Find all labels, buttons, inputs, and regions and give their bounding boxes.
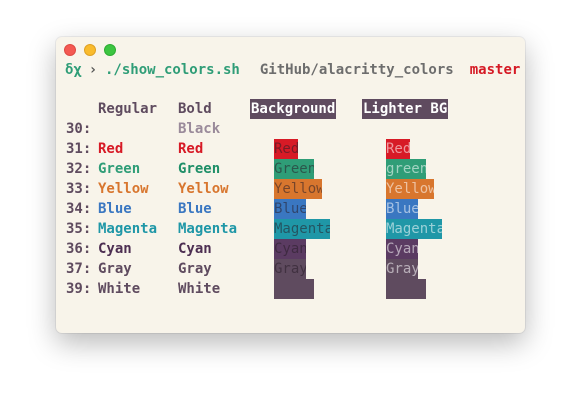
regular-sample: White bbox=[98, 281, 141, 297]
color-code: 36: bbox=[66, 241, 92, 257]
header-lighter-bg: Lighter BG bbox=[362, 99, 449, 119]
lighter-bg-swatch-label: Blue bbox=[386, 201, 418, 217]
background-swatch: Red bbox=[274, 139, 298, 159]
regular-sample: Green bbox=[98, 161, 141, 177]
lighter-bg-swatch: Gray bbox=[386, 259, 418, 279]
color-row: 32: Green Green Green green bbox=[56, 159, 525, 179]
regular-sample: Gray bbox=[98, 261, 132, 277]
lighter-bg-swatch-label: Yellow bbox=[386, 181, 434, 197]
color-code: 31: bbox=[66, 141, 92, 157]
lighter-bg-swatch bbox=[386, 279, 426, 299]
color-code: 35: bbox=[66, 221, 92, 237]
background-swatch: Green bbox=[274, 159, 314, 179]
background-swatch: Blue bbox=[274, 199, 306, 219]
background-swatch: Magenta bbox=[274, 219, 330, 239]
header-background: Background bbox=[250, 99, 337, 119]
bold-sample: Magenta bbox=[178, 221, 238, 237]
bold-sample: Cyan bbox=[178, 241, 212, 257]
background-swatch-label: Blue bbox=[274, 201, 306, 217]
lighter-bg-swatch: Cyan bbox=[386, 239, 418, 259]
color-code: 33: bbox=[66, 181, 92, 197]
regular-sample: Blue bbox=[98, 201, 132, 217]
maximize-window-button[interactable] bbox=[104, 44, 116, 56]
background-swatch: Gray bbox=[274, 259, 306, 279]
lighter-bg-swatch-label: Red bbox=[386, 141, 410, 157]
header-bold: Bold bbox=[178, 101, 212, 117]
bold-sample: Green bbox=[178, 161, 221, 177]
background-swatch-label: Yellow bbox=[274, 181, 322, 197]
regular-sample: Cyan bbox=[98, 241, 132, 257]
color-row: 34: Blue Blue Blue Blue bbox=[56, 199, 525, 219]
bold-sample: Gray bbox=[178, 261, 212, 277]
close-window-button[interactable] bbox=[64, 44, 76, 56]
color-row: 33: Yellow Yellow Yellow Yellow bbox=[56, 179, 525, 199]
background-swatch-label: Green bbox=[274, 161, 314, 177]
minimize-window-button[interactable] bbox=[84, 44, 96, 56]
working-directory: GitHub/alacritty_colors bbox=[259, 62, 454, 78]
color-row: 37: Gray Gray Gray Gray bbox=[56, 259, 525, 279]
background-swatch bbox=[274, 279, 314, 299]
bold-sample: Black bbox=[178, 121, 221, 137]
prompt-symbol: δχ bbox=[65, 62, 82, 78]
regular-sample: Red bbox=[98, 141, 124, 157]
command-text: ./show_colors.sh bbox=[105, 62, 240, 78]
bold-sample: Blue bbox=[178, 201, 212, 217]
lighter-bg-swatch-label: Cyan bbox=[386, 241, 418, 257]
background-swatch-label: Magenta bbox=[274, 221, 330, 237]
color-row: 36: Cyan Cyan Cyan Cyan bbox=[56, 239, 525, 259]
color-row: 30: Black bbox=[56, 119, 525, 139]
lighter-bg-swatch: Red bbox=[386, 139, 410, 159]
lighter-bg-swatch: Yellow bbox=[386, 179, 434, 199]
lighter-bg-swatch-label: Magenta bbox=[386, 221, 442, 237]
color-row: 31: Red Red Red Red bbox=[56, 139, 525, 159]
shell-prompt: δχ › ./show_colors.sh GitHub/alacritty_colo… bbox=[65, 60, 520, 80]
background-swatch-label: Cyan bbox=[274, 241, 306, 257]
background-swatch-label: Red bbox=[274, 141, 298, 157]
color-code: 39: bbox=[66, 281, 92, 297]
bold-sample: Red bbox=[178, 141, 204, 157]
regular-sample: Yellow bbox=[98, 181, 149, 197]
git-branch: master bbox=[469, 62, 521, 78]
color-code: 32: bbox=[66, 161, 92, 177]
prompt-arrow-icon: › bbox=[88, 62, 98, 78]
background-swatch: Cyan bbox=[274, 239, 306, 259]
background-swatch-label: Gray bbox=[274, 261, 306, 277]
lighter-bg-swatch: Magenta bbox=[386, 219, 442, 239]
lighter-bg-swatch-label: green bbox=[386, 161, 426, 177]
bold-sample: White bbox=[178, 281, 221, 297]
lighter-bg-swatch: Blue bbox=[386, 199, 418, 219]
color-code: 30: bbox=[66, 121, 92, 137]
header-regular: Regular bbox=[98, 101, 158, 117]
color-code: 34: bbox=[66, 201, 92, 217]
background-swatch: Yellow bbox=[274, 179, 322, 199]
lighter-bg-swatch: green bbox=[386, 159, 426, 179]
color-row: 35: Magenta Magenta Magenta Magenta bbox=[56, 219, 525, 239]
terminal-window[interactable]: δχ › ./show_colors.sh GitHub/alacritty_colo… bbox=[56, 37, 525, 333]
bold-sample: Yellow bbox=[178, 181, 229, 197]
color-code: 37: bbox=[66, 261, 92, 277]
color-row: 39: White White bbox=[56, 279, 525, 299]
regular-sample: Magenta bbox=[98, 221, 158, 237]
lighter-bg-swatch-label: Gray bbox=[386, 261, 418, 277]
